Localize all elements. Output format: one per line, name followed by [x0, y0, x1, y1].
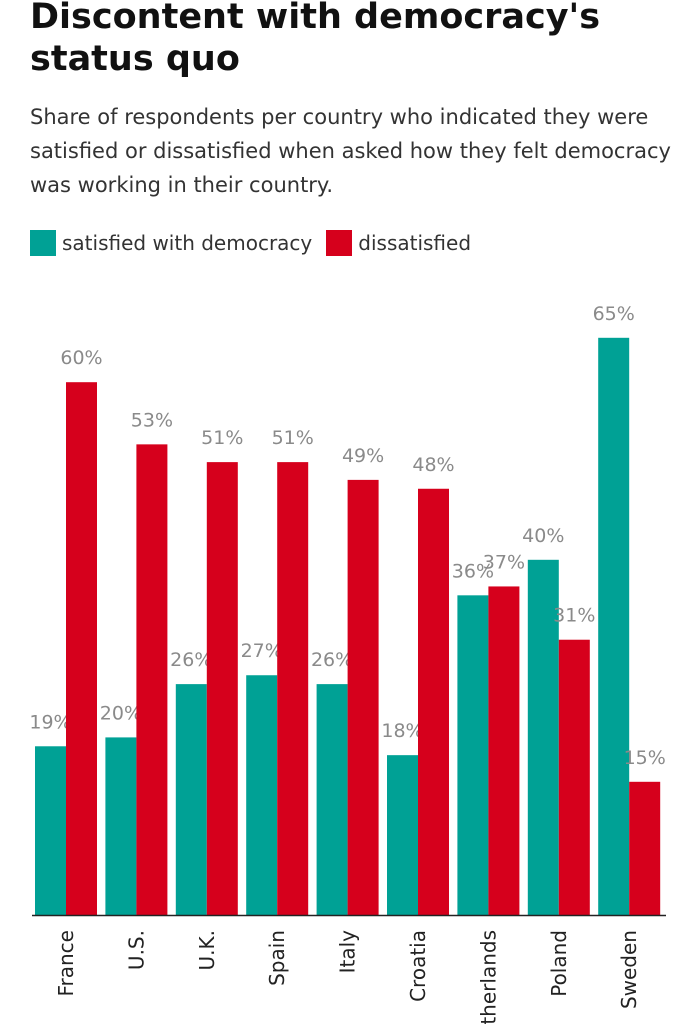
value-label: 48% [412, 454, 454, 476]
bar-dissatisfied [277, 462, 309, 915]
legend-swatch-dissatisfied [326, 230, 353, 256]
value-label: 65% [593, 303, 635, 325]
value-label: 31% [553, 605, 595, 627]
bar-dissatisfied [136, 444, 168, 915]
bar-dissatisfied [629, 781, 661, 915]
legend-swatch-satisfied [30, 230, 56, 256]
legend: satisfied with democracy dissatisfied [30, 230, 485, 256]
bar-satisfied [387, 755, 418, 915]
bar-dissatisfied [558, 639, 590, 915]
legend-label-satisfied: satisfied with democracy [62, 231, 313, 255]
x-tick-label: U.S. [124, 930, 148, 970]
bar-dissatisfied [206, 462, 238, 915]
bar-satisfied [175, 684, 207, 915]
value-label: 19% [29, 711, 71, 733]
x-tick-label: Spain [265, 930, 289, 986]
x-tick-label: Italy [336, 930, 360, 974]
x-tick-label: Croatia [406, 930, 430, 1002]
value-label: 40% [522, 525, 564, 547]
chart-subtitle: Share of respondents per country who ind… [30, 105, 671, 197]
legend-item-dissatisfied: dissatisfied [326, 230, 471, 256]
x-tick-label: Poland [547, 930, 571, 997]
value-label: 37% [483, 551, 525, 573]
value-label: 20% [100, 702, 142, 724]
value-label: 53% [131, 409, 173, 431]
bar-satisfied [598, 337, 630, 915]
bar-satisfied [246, 675, 278, 915]
value-label: 51% [272, 427, 314, 449]
bar-satisfied [316, 684, 348, 915]
bar-satisfied [105, 737, 137, 915]
bar-satisfied [527, 559, 559, 915]
chart-title: Discontent with democracy's status quo [30, 0, 601, 79]
value-label: 51% [201, 427, 243, 449]
value-label: 26% [311, 649, 353, 671]
x-tick-label: U.K. [195, 930, 219, 970]
bar-dissatisfied [66, 382, 97, 915]
bar-dissatisfied [347, 479, 379, 915]
value-label: 18% [381, 720, 423, 742]
value-label: 26% [170, 649, 212, 671]
value-label: 60% [60, 347, 102, 369]
bar-satisfied [457, 595, 489, 915]
x-tick-label: Netherlands [476, 930, 500, 1024]
value-label: 15% [624, 747, 666, 769]
legend-item-satisfied: satisfied with democracy [30, 230, 312, 256]
value-label: 49% [342, 445, 384, 467]
bar-satisfied [35, 746, 66, 915]
legend-label-dissatisfied: dissatisfied [358, 231, 472, 255]
bar-dissatisfied [418, 488, 449, 915]
value-label: 27% [241, 640, 283, 662]
x-tick-label: France [54, 930, 78, 997]
value-label: 36% [452, 560, 494, 582]
x-tick-label: Sweden [617, 930, 641, 1009]
bar-dissatisfied [488, 586, 520, 915]
